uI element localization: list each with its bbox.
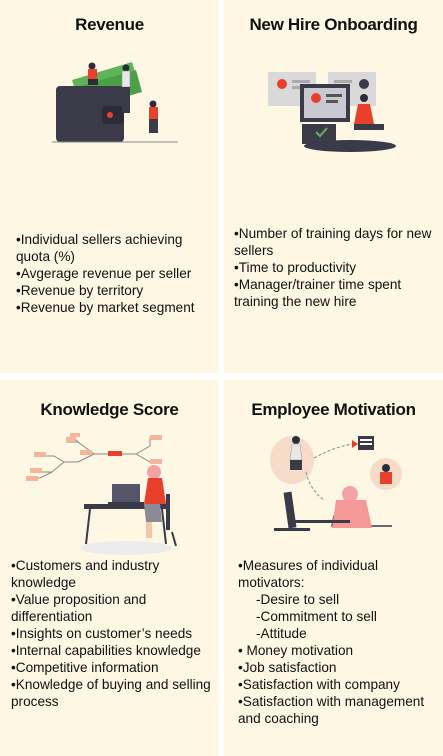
list-item: •Manager/trainer time spent training the… — [234, 277, 402, 309]
list-item: •Competitive information — [11, 660, 159, 675]
list-item: •Job satisfaction — [238, 660, 337, 675]
knowledge-card: Knowledge Score — [0, 380, 219, 756]
list-item: •Customers and industry knowledge — [11, 558, 160, 590]
revenue-metrics-list: •Individual sellers achieving quota (%) … — [16, 231, 212, 316]
list-item: •Internal capabilities knowledge — [11, 643, 201, 658]
revenue-card: Revenue •Individual sellers achieving qu… — [0, 0, 219, 373]
list-item: •Revenue by market segment — [16, 300, 195, 315]
knowledge-metrics-list: •Customers and industry knowledge •Value… — [11, 557, 217, 710]
list-item: •Knowledge of buying and selling process — [11, 677, 211, 709]
card-title-revenue: Revenue — [75, 15, 144, 34]
list-item: •Individual sellers achieving quota (%) — [16, 232, 183, 264]
list-item: •Insights on customer’s needs — [11, 626, 193, 641]
card-title-onboarding: New Hire Onboarding — [249, 15, 418, 34]
card-title-motivation: Employee Motivation — [251, 400, 416, 419]
motivation-cycle-illustration-icon — [270, 436, 402, 531]
list-item: •Avgerage revenue per seller — [16, 266, 192, 281]
list-item: •Time to productivity — [234, 260, 357, 275]
list-item: •Measures of individual motivators: — [238, 558, 379, 590]
card-title-knowledge: Knowledge Score — [40, 400, 179, 419]
list-item: -Desire to sell — [256, 592, 340, 607]
list-item: •Value proposition and differentiation — [11, 592, 147, 624]
list-item: •Revenue by territory — [16, 283, 144, 298]
list-item: •Satisfaction with management and coachi… — [238, 694, 425, 726]
wallet-money-people-illustration-icon — [52, 62, 178, 143]
list-item: •Number of training days for new sellers — [234, 226, 432, 258]
list-item: • Money motivation — [238, 643, 354, 658]
list-item: -Attitude — [256, 626, 307, 641]
list-item: •Satisfaction with company — [238, 677, 400, 692]
motivation-metrics-list: •Measures of individual motivators: -Des… — [238, 557, 442, 727]
onboarding-metrics-list: •Number of training days for new sellers… — [234, 225, 440, 310]
mind-map-desk-illustration-icon — [26, 433, 177, 555]
list-item: -Commitment to sell — [256, 609, 377, 624]
candidate-profiles-laptop-illustration-icon — [268, 72, 396, 152]
onboarding-card: New Hire Onboarding •Number of training … — [224, 0, 443, 373]
motivation-card: Employee Motivation •Measures of individ… — [224, 380, 443, 756]
